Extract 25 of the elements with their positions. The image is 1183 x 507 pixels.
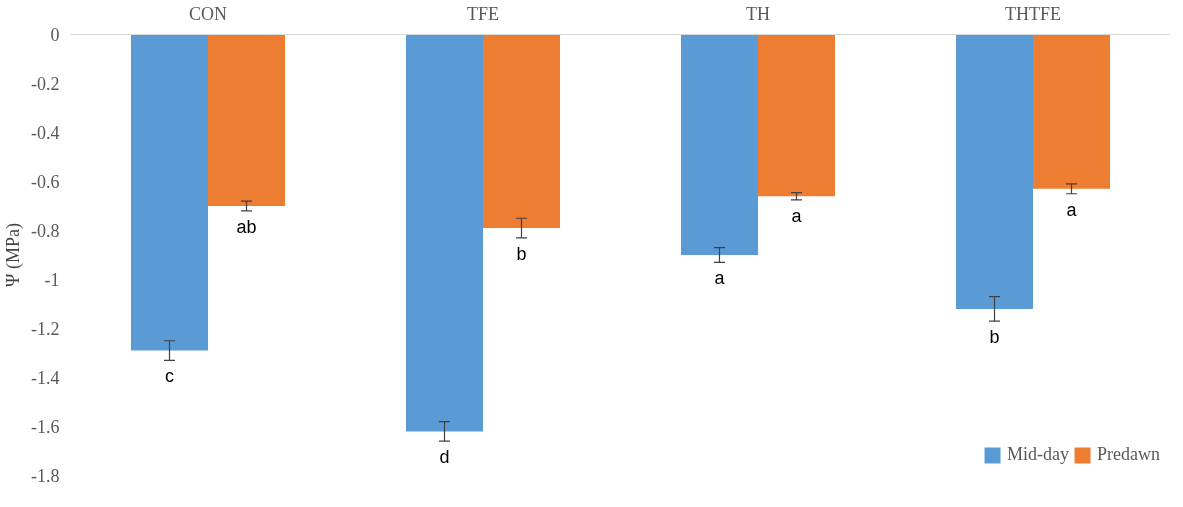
x-tick-label: THTFE bbox=[1005, 3, 1061, 24]
y-tick-label: -1.8 bbox=[31, 466, 60, 486]
y-axis-title: Ψ (MPa) bbox=[3, 223, 25, 287]
legend-label: Mid-day bbox=[1007, 444, 1070, 465]
x-tick-label: TH bbox=[746, 3, 770, 24]
y-tick-label: 0 bbox=[50, 25, 60, 45]
data-label: b bbox=[516, 243, 527, 264]
data-label: a bbox=[714, 268, 726, 289]
y-tick-label: -1.2 bbox=[31, 319, 60, 339]
x-tick-label: TFE bbox=[467, 3, 500, 24]
y-tick-label: -0.4 bbox=[31, 123, 60, 143]
data-label: a bbox=[791, 205, 803, 226]
y-tick-label: -1.6 bbox=[31, 417, 60, 437]
legend-label: Predawn bbox=[1097, 444, 1160, 465]
x-tick-label: CON bbox=[189, 3, 228, 24]
y-tick-label: -0.6 bbox=[31, 172, 60, 192]
data-label: d bbox=[439, 447, 450, 468]
y-tick-label: -0.2 bbox=[31, 74, 60, 94]
data-label: ab bbox=[236, 216, 257, 237]
y-tick-label: -1 bbox=[44, 270, 60, 290]
data-label: c bbox=[165, 366, 174, 387]
data-label: b bbox=[989, 327, 1000, 348]
y-tick-label: -1.4 bbox=[31, 368, 60, 388]
y-tick-label: -0.8 bbox=[31, 221, 60, 241]
data-label: a bbox=[1066, 199, 1078, 220]
